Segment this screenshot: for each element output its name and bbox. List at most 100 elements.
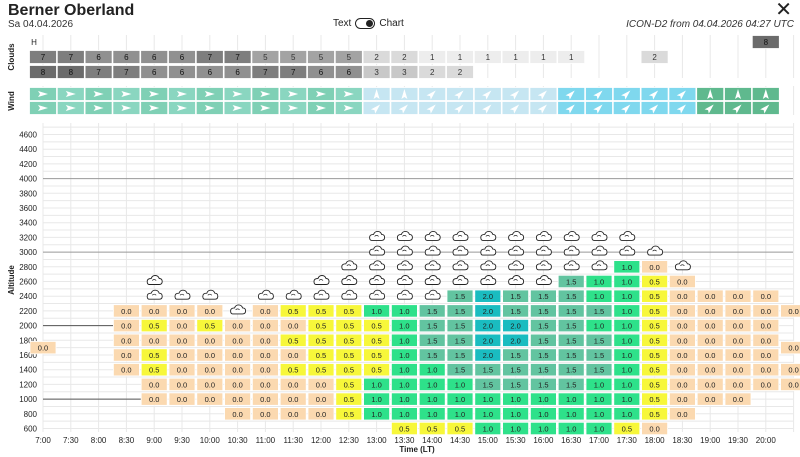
x-tick-label: 9:00 bbox=[146, 436, 162, 445]
y-tick-label: 3000 bbox=[19, 248, 37, 257]
cloud-icon bbox=[536, 231, 551, 240]
x-tick-label: 17:30 bbox=[617, 436, 638, 445]
thermal-cell-value: 0.0 bbox=[205, 351, 215, 360]
thermal-cell-value: 0.0 bbox=[705, 351, 715, 360]
cloud-cell-value: 1 bbox=[458, 53, 463, 62]
thermal-cell-value: 1.5 bbox=[566, 307, 576, 316]
thermal-cell-value: 1.0 bbox=[510, 425, 520, 434]
thermal-cell-value: 0.0 bbox=[733, 351, 743, 360]
cloud-cell-value: 8 bbox=[41, 68, 46, 77]
cloud-cell-value: 7 bbox=[41, 53, 46, 62]
thermal-cell-value: 1.5 bbox=[538, 292, 548, 301]
thermal-cell-value: 1.5 bbox=[483, 366, 493, 375]
thermal-cell-value: 0.5 bbox=[649, 307, 659, 316]
thermal-cell-value: 0.0 bbox=[38, 344, 48, 353]
cloud-icon-shape bbox=[370, 290, 385, 299]
thermal-cell-value: 0.0 bbox=[677, 336, 687, 345]
cloud-cell-value: 7 bbox=[263, 68, 268, 77]
thermal-cell-value: 1.0 bbox=[399, 366, 409, 375]
cloud-cell-value: 2 bbox=[652, 53, 657, 62]
thermal-cell-value: 0.5 bbox=[316, 322, 326, 331]
y-tick-label: 2000 bbox=[19, 322, 37, 331]
cloud-icon bbox=[397, 231, 412, 240]
thermal-cell-value: 0.0 bbox=[705, 307, 715, 316]
x-tick-label: 13:00 bbox=[367, 436, 388, 445]
cloud-icon bbox=[370, 261, 385, 270]
thermal-cell-value: 0.0 bbox=[733, 366, 743, 375]
cloud-cell-value: 1 bbox=[486, 53, 491, 62]
cloud-cell-value: 1 bbox=[430, 53, 435, 62]
y-tick-label: 4200 bbox=[19, 160, 37, 169]
thermal-cell-value: 0.0 bbox=[232, 336, 242, 345]
cloud-cell-value: 7 bbox=[69, 53, 74, 62]
thermal-cell-value: 1.0 bbox=[483, 410, 493, 419]
thermal-cell-value: 1.0 bbox=[399, 351, 409, 360]
cloud-icon-shape bbox=[397, 276, 412, 285]
thermal-cell-value: 0.5 bbox=[344, 366, 354, 375]
cloud-icon-shape bbox=[370, 276, 385, 285]
thermal-cell-value: 0.5 bbox=[316, 307, 326, 316]
thermal-cell-value: 2.0 bbox=[483, 351, 493, 360]
thermal-cell-value: 0.0 bbox=[677, 307, 687, 316]
cloud-icon bbox=[509, 261, 524, 270]
cloud-icon-shape bbox=[509, 261, 524, 270]
x-tick-label: 16:00 bbox=[533, 436, 554, 445]
thermal-cell-value: 0.0 bbox=[121, 366, 131, 375]
thermal-cell-value: 0.5 bbox=[344, 336, 354, 345]
x-tick-label: 7:30 bbox=[63, 436, 79, 445]
cloud-cell-value: 6 bbox=[124, 53, 129, 62]
thermal-cell-value: 0.0 bbox=[121, 336, 131, 345]
thermal-cell-value: 0.5 bbox=[649, 351, 659, 360]
thermal-cell-value: 2.0 bbox=[510, 336, 520, 345]
cloud-icon-shape bbox=[453, 261, 468, 270]
x-tick-label: 19:30 bbox=[728, 436, 749, 445]
thermal-cell-value: 1.0 bbox=[399, 322, 409, 331]
cloud-cell-value: 2 bbox=[458, 68, 463, 77]
x-tick-label: 11:30 bbox=[283, 436, 303, 445]
thermal-cell-value: 1.5 bbox=[427, 322, 437, 331]
cloud-cell-value: 6 bbox=[180, 68, 185, 77]
thermal-cell-value: 0.0 bbox=[288, 410, 298, 419]
thermal-cell-value: 1.0 bbox=[622, 351, 632, 360]
cloud-cell-value: 7 bbox=[235, 53, 240, 62]
cloud-row-label: H bbox=[31, 38, 37, 47]
thermal-cell-value: 0.0 bbox=[232, 380, 242, 389]
thermal-cell-value: 0.0 bbox=[288, 380, 298, 389]
cloud-icon-shape bbox=[620, 231, 635, 240]
thermal-cell-value: 0.0 bbox=[232, 395, 242, 404]
x-tick-label: 15:00 bbox=[478, 436, 499, 445]
thermal-cell-value: 1.0 bbox=[427, 380, 437, 389]
cloud-icon bbox=[147, 276, 162, 285]
cloud-icon bbox=[175, 290, 190, 299]
thermal-cell-value: 0.5 bbox=[149, 322, 159, 331]
cloud-icon-shape bbox=[536, 231, 551, 240]
cloud-cell-value: 5 bbox=[347, 53, 352, 62]
thermal-cell-value: 1.0 bbox=[538, 395, 548, 404]
cloud-icon-shape bbox=[425, 246, 440, 255]
cloud-icon-shape bbox=[370, 231, 385, 240]
cloud-icon bbox=[314, 276, 329, 285]
cloud-icon-shape bbox=[425, 231, 440, 240]
cloud-cell-value: 3 bbox=[402, 68, 407, 77]
y-tick-label: 3200 bbox=[19, 233, 37, 242]
cloud-icon-shape bbox=[592, 246, 607, 255]
thermal-cell-value: 0.0 bbox=[316, 380, 326, 389]
x-tick-label: 18:00 bbox=[645, 436, 666, 445]
thermal-cell-value: 0.0 bbox=[677, 380, 687, 389]
cloud-icon bbox=[370, 276, 385, 285]
y-tick-label: 2200 bbox=[19, 307, 37, 316]
cloud-icon bbox=[592, 261, 607, 270]
thermal-cell-value: 1.0 bbox=[483, 425, 493, 434]
cloud-cell-value: 6 bbox=[235, 68, 240, 77]
cloud-icon-shape bbox=[592, 261, 607, 270]
thermal-cell-value: 1.0 bbox=[594, 380, 604, 389]
thermal-cell-value: 1.0 bbox=[538, 425, 548, 434]
thermal-cell-value: 0.0 bbox=[288, 395, 298, 404]
x-tick-label: 13:30 bbox=[394, 436, 415, 445]
cloud-icon-shape bbox=[147, 276, 162, 285]
thermal-cell-value: 1.0 bbox=[622, 307, 632, 316]
cloud-cell-value: 1 bbox=[569, 53, 574, 62]
thermal-cell-value: 0.0 bbox=[761, 351, 771, 360]
thermal-cell-value: 1.5 bbox=[455, 322, 465, 331]
thermal-cell-value: 1.0 bbox=[622, 380, 632, 389]
